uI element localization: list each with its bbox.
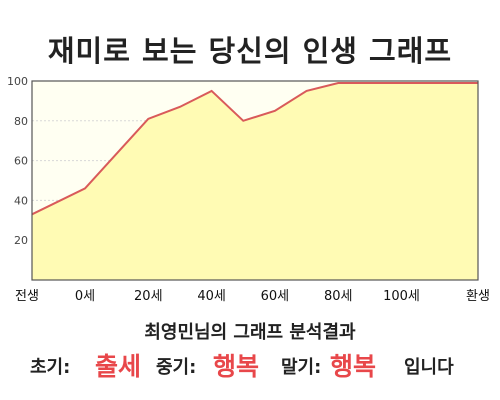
x-tick-label: 전생 (15, 289, 39, 304)
y-tick-label: 20 (14, 234, 28, 247)
x-tick-label: 20세 (134, 289, 163, 304)
x-tick-label: 환생 (466, 289, 490, 304)
early-label: 초기: (30, 357, 71, 378)
x-tick-label: 80세 (324, 289, 353, 304)
x-tick-label: 100세 (383, 289, 420, 304)
early-value: 출세 (95, 352, 142, 381)
y-tick-label: 80 (14, 115, 28, 128)
x-tick-label: 60세 (261, 289, 290, 304)
x-tick-label: 0세 (75, 289, 95, 304)
y-tick-label: 100 (7, 75, 28, 88)
series-line (31, 81, 478, 216)
mid-value: 행복 (213, 352, 260, 381)
late-value: 행복 (330, 352, 377, 381)
analysis-subtitle: 최영민님의 그래프 분석결과 (144, 322, 356, 343)
series-area (32, 82, 478, 281)
x-tick-label: 40세 (197, 289, 226, 304)
mid-label: 중기: (156, 357, 197, 378)
y-tick-label: 60 (14, 155, 28, 168)
late-label: 말기: (281, 357, 322, 378)
plot-frame (31, 80, 479, 281)
chart-title: 재미로 보는 당신의 인생 그래프 (47, 34, 453, 68)
analysis-result: 초기: 출세 중기: 행복 말기: 행복 입니다 (0, 347, 500, 381)
y-tick-label: 40 (14, 194, 28, 207)
ending-text: 입니다 (404, 357, 454, 378)
